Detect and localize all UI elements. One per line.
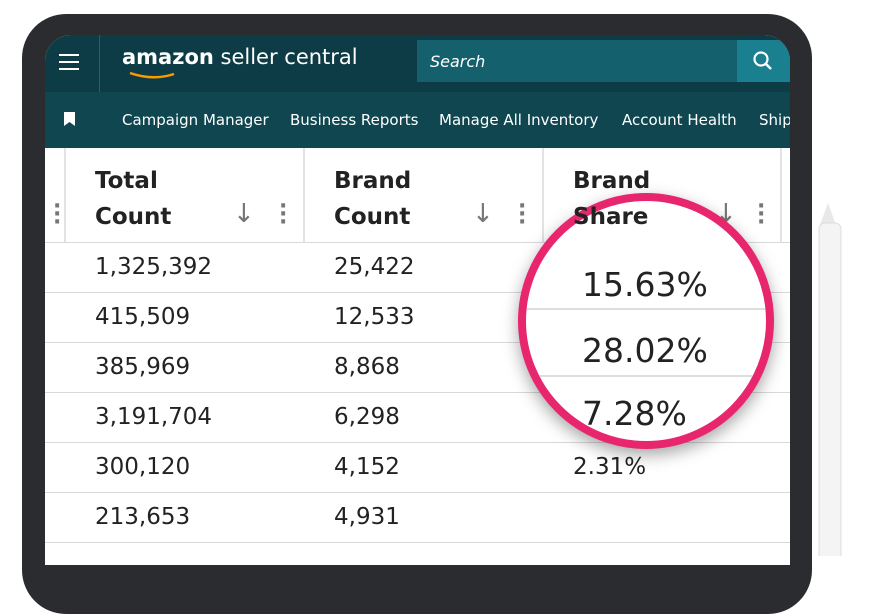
page: amazon seller central Search Campaign Ma…	[22, 14, 842, 614]
table-cell: 1,325,392	[95, 254, 213, 280]
search-placeholder: Search	[430, 52, 486, 71]
column-header[interactable]: Brand Count	[334, 168, 412, 230]
table-cell: 2.31%	[573, 454, 647, 480]
table-cell: 6,298	[334, 404, 400, 430]
magnified-cell: 28.02%	[582, 331, 708, 370]
row-divider	[45, 292, 790, 293]
nav-item[interactable]: Business Reports	[290, 111, 419, 129]
row-divider	[45, 492, 790, 493]
bookmark-icon[interactable]	[64, 112, 76, 126]
logo[interactable]: amazon seller central	[122, 45, 358, 79]
table-cell: 12,533	[334, 304, 415, 330]
nav-item[interactable]: Account Health	[622, 111, 737, 129]
table-cell: 4,931	[334, 504, 400, 530]
search-button[interactable]	[737, 40, 790, 82]
magnifier: 15.63% 28.02% 7.28%	[518, 193, 774, 449]
logo-brand: amazon	[122, 45, 214, 69]
row-divider	[45, 342, 790, 343]
magnified-cell: 15.63%	[582, 265, 708, 304]
nav-bar	[45, 92, 790, 148]
table-cell: 300,120	[95, 454, 191, 480]
table-cell: 8,868	[334, 354, 400, 380]
search-box[interactable]: Search	[417, 40, 737, 82]
column-header[interactable]: Brand Share	[573, 168, 651, 230]
top-bar: amazon seller central Search	[45, 35, 790, 92]
logo-product: seller central	[220, 45, 358, 69]
row-divider	[45, 542, 790, 543]
table-cell: 415,509	[95, 304, 191, 330]
table-cell: 25,422	[334, 254, 415, 280]
magnified-cell: 7.28%	[582, 394, 687, 433]
table-cell: 3,191,704	[95, 404, 213, 430]
nav-item[interactable]: Campaign Manager	[122, 111, 269, 129]
nav-item[interactable]: Manage All Inventory	[439, 111, 599, 129]
row-divider	[45, 392, 790, 393]
column-header[interactable]: Total Count	[95, 168, 172, 230]
table-cell: 213,653	[95, 504, 191, 530]
row-divider	[45, 442, 790, 443]
nav-item[interactable]: Ship	[759, 111, 790, 129]
menu-button[interactable]	[59, 54, 79, 70]
table-cell: 4,152	[334, 454, 400, 480]
stylus	[818, 203, 842, 556]
table-cell: 385,969	[95, 354, 191, 380]
